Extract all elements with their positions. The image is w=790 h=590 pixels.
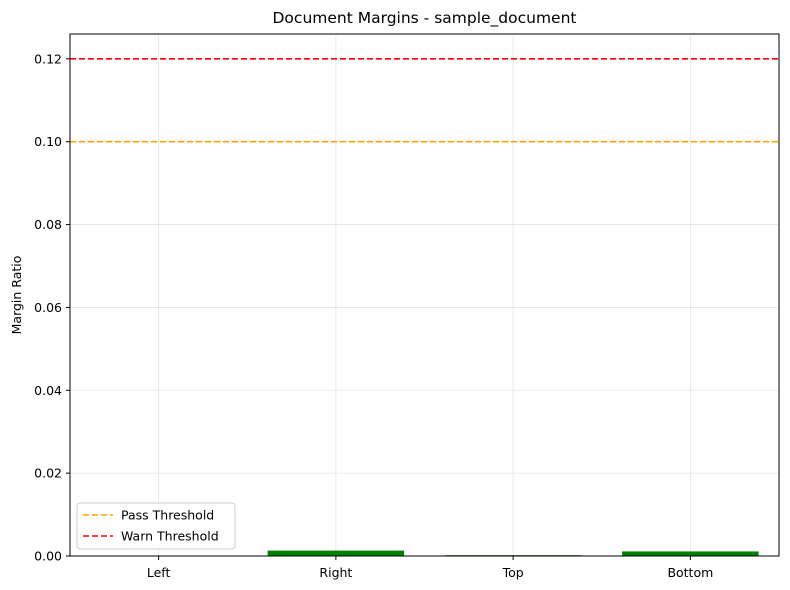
y-axis-label: Margin Ratio [9, 256, 24, 335]
x-tick-label: Bottom [667, 565, 713, 580]
plot-frame [69, 33, 780, 557]
legend: Pass Threshold Warn Threshold [76, 502, 236, 550]
bar-bottom [622, 551, 759, 556]
y-tick-label: 0.02 [34, 466, 62, 481]
x-tick-label: Right [319, 565, 352, 580]
legend-pass-label: Pass Threshold [121, 508, 214, 523]
y-tick-label: 0.04 [34, 383, 62, 398]
y-tick-label: 0.10 [34, 134, 62, 149]
legend-box [76, 502, 236, 550]
bar-right [267, 550, 405, 556]
y-tick-label: 0.08 [34, 217, 62, 232]
x-tick-label: Left [147, 565, 171, 580]
x-axis: Left Right Top Bottom [147, 556, 713, 580]
y-axis: 0.00 0.02 0.04 0.06 0.08 0.10 0.12 [34, 51, 70, 564]
threshold-layer [70, 58, 779, 143]
y-tick-label: 0.12 [34, 51, 62, 66]
legend-warn-label: Warn Threshold [121, 529, 219, 544]
chart-title: Document Margins - sample_document [273, 9, 577, 28]
y-tick-label: 0.00 [34, 549, 62, 564]
y-tick-label: 0.06 [34, 300, 62, 315]
x-tick-label: Top [502, 565, 524, 580]
